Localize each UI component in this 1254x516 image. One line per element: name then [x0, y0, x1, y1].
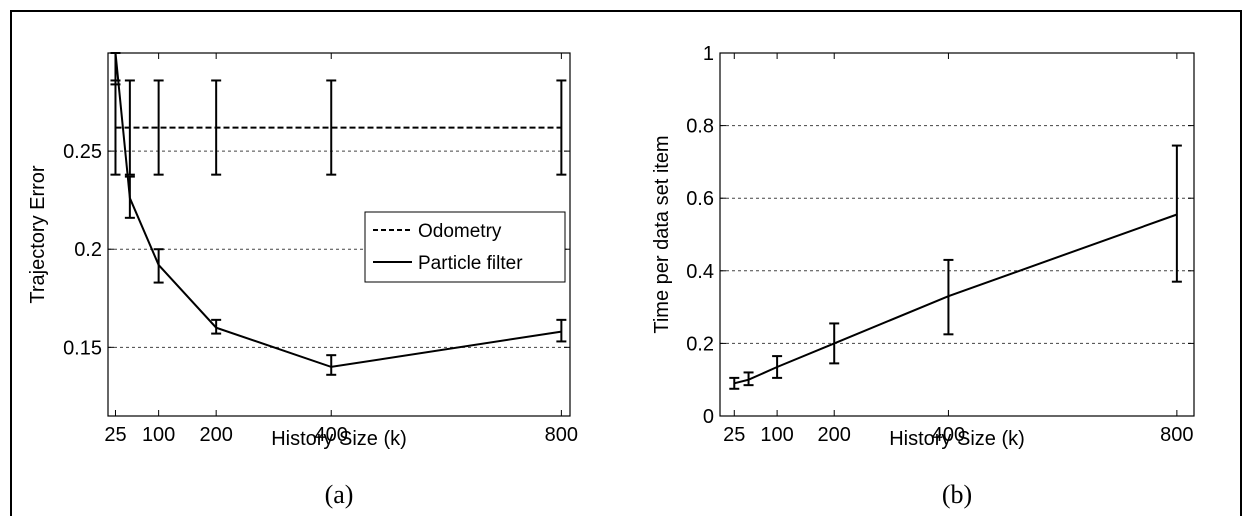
x-tick-label: 25: [104, 424, 126, 446]
y-tick-label: 0.2: [686, 333, 714, 355]
chart-b: 0 0.2 0.4 0.6 0.8 1 25 100 200 400 800 History Siz…: [651, 43, 1195, 509]
x-tick-label: 100: [760, 424, 793, 446]
y-tick-label: 0.2: [74, 239, 102, 261]
y-tick-label: 0.8: [686, 116, 714, 138]
chart-a-legend: Odometry Particle filter: [364, 211, 566, 283]
x-tick-label: 200: [199, 424, 232, 446]
chart-a-ticks: 0.15 0.2 0.25 25 100 200 400 800: [63, 53, 578, 446]
x-tick-label: 25: [723, 424, 745, 446]
x-tick-label: 400: [315, 424, 348, 446]
x-tick-label: 400: [932, 424, 965, 446]
chart-a-ylabel: Trajectory Error: [27, 165, 49, 304]
x-tick-label: 800: [1160, 424, 1193, 446]
chart-b-marks: [729, 144, 1182, 390]
y-tick-label: 0: [703, 406, 714, 428]
x-tick-label: 200: [818, 424, 851, 446]
legend-box: [364, 211, 566, 283]
chart-b-ticks: 0 0.2 0.4 0.6 0.8 1 25 100 200 400 800: [686, 43, 1194, 446]
y-tick-label: 1: [703, 43, 714, 65]
y-tick-label: 0.15: [63, 337, 102, 359]
series-line: [734, 213, 1178, 385]
series-line: [114, 52, 562, 368]
x-tick-label: 100: [142, 424, 175, 446]
y-tick-label: 0.25: [63, 141, 102, 163]
chart-a: 0.15 0.2 0.25 25 100 200 400 800 History Size (…: [27, 52, 578, 509]
chart-a-marks: [110, 52, 567, 376]
chart-a-caption: (a): [325, 480, 354, 509]
legend-particle-label: Particle filter: [418, 253, 523, 274]
chart-b-axes-box: [719, 52, 1195, 417]
chart-b-gridlines: [720, 52, 1194, 344]
chart-b-caption: (b): [942, 480, 972, 509]
legend-odometry-label: Odometry: [418, 221, 502, 242]
chart-a-axes-box: [107, 52, 571, 417]
chart-b-xlabel: History Size (k): [889, 428, 1025, 450]
chart-b-ylabel: Time per data set item: [651, 135, 673, 333]
y-tick-label: 0.6: [686, 188, 714, 210]
y-tick-label: 0.4: [686, 261, 714, 283]
chart-a-xlabel: History Size (k): [271, 428, 407, 450]
x-tick-label: 800: [545, 424, 578, 446]
